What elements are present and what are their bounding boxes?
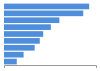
bar <box>4 31 43 37</box>
bar <box>4 52 24 58</box>
bar <box>4 59 17 65</box>
bars <box>4 4 89 65</box>
bar <box>4 17 59 23</box>
bar <box>4 11 83 17</box>
bar <box>4 45 35 51</box>
plot <box>4 4 97 68</box>
bar <box>4 38 40 44</box>
chart <box>0 0 100 71</box>
x-axis-line <box>5 66 97 69</box>
x-axis <box>5 66 97 69</box>
bar <box>4 4 89 10</box>
bar <box>4 24 51 30</box>
